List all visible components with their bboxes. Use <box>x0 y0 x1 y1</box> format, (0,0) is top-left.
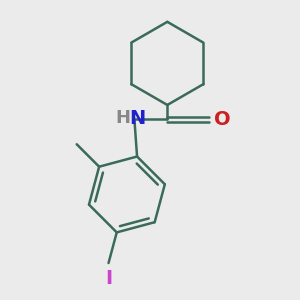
Text: I: I <box>105 269 112 288</box>
Text: N: N <box>129 109 146 128</box>
Text: O: O <box>214 110 230 129</box>
Text: H: H <box>116 109 130 127</box>
